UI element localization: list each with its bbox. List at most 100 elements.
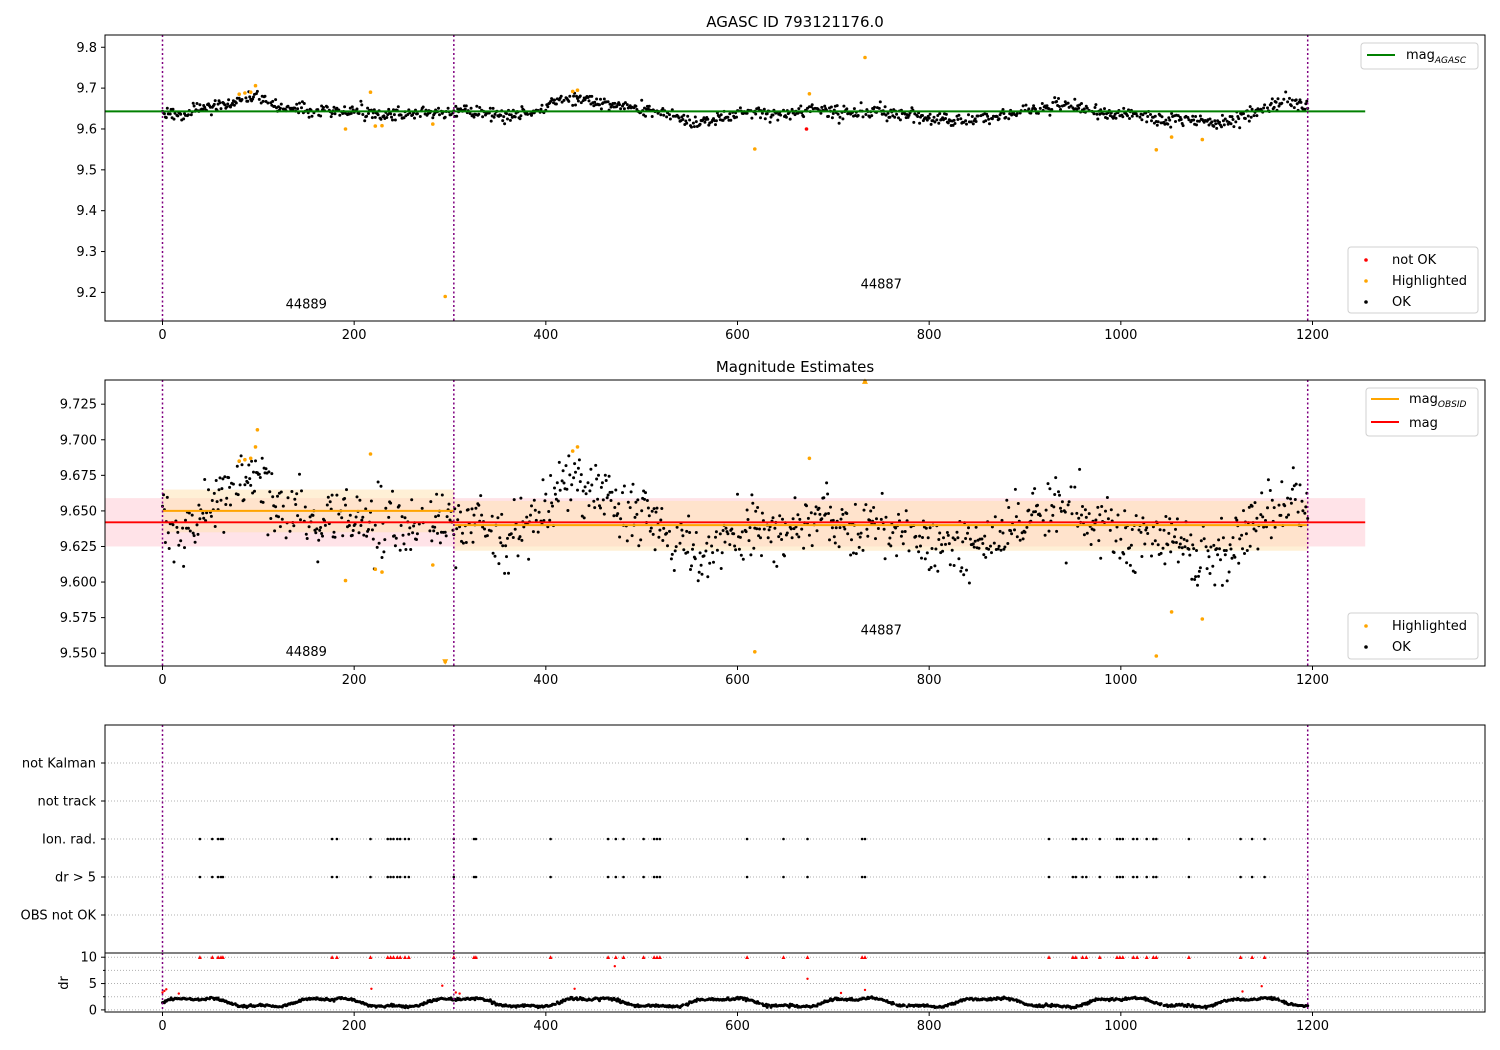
ok-point bbox=[260, 456, 264, 460]
dr-clipped-marker bbox=[863, 955, 867, 959]
ok-point bbox=[593, 100, 597, 104]
highlighted-point bbox=[807, 92, 812, 96]
flag-point bbox=[1074, 837, 1078, 841]
dr-point bbox=[1110, 996, 1114, 1000]
ok-point bbox=[1301, 509, 1305, 513]
ok-point bbox=[575, 94, 578, 98]
ok-point bbox=[685, 529, 689, 533]
ok-point bbox=[1140, 118, 1144, 122]
ok-point bbox=[444, 534, 448, 538]
ok-point bbox=[629, 490, 633, 494]
ok-point bbox=[873, 105, 876, 109]
ok-point bbox=[831, 112, 835, 115]
dr-clipped-marker bbox=[330, 955, 335, 959]
ok-point bbox=[857, 545, 861, 549]
ok-point bbox=[286, 496, 290, 500]
ok-point bbox=[990, 551, 993, 555]
ok-point bbox=[623, 101, 627, 105]
ok-point bbox=[1082, 533, 1086, 537]
ok-point bbox=[576, 488, 579, 492]
ok-point bbox=[300, 100, 304, 104]
ok-point bbox=[1130, 114, 1134, 118]
ok-point bbox=[1164, 118, 1168, 122]
ok-point bbox=[666, 544, 669, 548]
ok-point bbox=[320, 532, 324, 535]
ok-point bbox=[1038, 106, 1042, 110]
ok-point bbox=[880, 491, 884, 495]
ok-point bbox=[688, 531, 692, 534]
ok-point bbox=[956, 536, 960, 540]
ok-point bbox=[888, 536, 892, 540]
flag-point bbox=[369, 875, 372, 879]
ok-point bbox=[959, 569, 963, 573]
ok-point bbox=[329, 507, 333, 511]
dr-point bbox=[1159, 1002, 1163, 1006]
highlighted-point bbox=[807, 456, 812, 461]
ok-point bbox=[898, 118, 902, 122]
ok-point bbox=[1069, 104, 1073, 108]
ok-point bbox=[526, 112, 530, 116]
ok-point bbox=[668, 113, 671, 117]
highlighted-point bbox=[575, 445, 580, 449]
ok-point bbox=[858, 535, 862, 539]
dr-clipped-marker bbox=[1151, 955, 1156, 959]
ok-point bbox=[561, 469, 565, 473]
panel3-points bbox=[198, 837, 1266, 879]
ok-point bbox=[852, 107, 856, 111]
ok-point bbox=[1238, 537, 1242, 541]
ok-point bbox=[520, 105, 524, 109]
ok-point bbox=[525, 515, 529, 519]
panel1-scatter-legend-box bbox=[1347, 246, 1479, 314]
ok-point bbox=[1027, 107, 1031, 111]
ok-point bbox=[393, 544, 397, 548]
ok-point bbox=[827, 114, 830, 118]
ok-point bbox=[1293, 498, 1297, 501]
legend-not-ok-marker bbox=[1364, 258, 1368, 262]
ok-point bbox=[196, 532, 200, 536]
dr-clipped-marker bbox=[613, 955, 618, 959]
flag-point bbox=[211, 875, 214, 879]
ok-point bbox=[956, 118, 960, 121]
ok-point bbox=[1238, 126, 1242, 130]
ok-point bbox=[421, 105, 425, 109]
ok-point bbox=[805, 504, 808, 508]
ok-point bbox=[401, 533, 405, 537]
ok-point bbox=[1046, 482, 1050, 486]
ok-point bbox=[263, 94, 267, 98]
ok-point bbox=[1286, 100, 1290, 104]
ok-point bbox=[1280, 480, 1284, 484]
ok-point bbox=[226, 102, 230, 106]
ok-point bbox=[519, 114, 523, 118]
ok-point bbox=[1168, 118, 1172, 122]
dr-clipped-marker bbox=[1047, 955, 1051, 959]
ok-point bbox=[973, 117, 977, 121]
ok-point bbox=[231, 482, 235, 486]
ok-point bbox=[252, 95, 255, 99]
ok-point bbox=[562, 98, 566, 102]
ok-point bbox=[506, 117, 509, 121]
ok-point bbox=[302, 102, 306, 105]
ok-point bbox=[884, 113, 888, 117]
ok-point bbox=[1306, 517, 1310, 520]
dr-clipped-marker bbox=[621, 955, 626, 959]
ok-point bbox=[307, 115, 311, 119]
ok-point bbox=[899, 534, 903, 538]
ok-point bbox=[921, 114, 924, 117]
ok-point bbox=[202, 516, 206, 520]
ok-point bbox=[1181, 124, 1185, 128]
ok-point bbox=[597, 473, 600, 477]
ok-point bbox=[520, 538, 524, 542]
ok-point bbox=[509, 113, 513, 117]
ok-point bbox=[236, 493, 240, 497]
ok-point bbox=[186, 526, 190, 530]
ok-point bbox=[430, 539, 434, 543]
ok-point bbox=[603, 473, 607, 477]
ok-point bbox=[490, 514, 494, 518]
ok-point bbox=[1249, 115, 1253, 119]
highlighted-point bbox=[373, 567, 378, 571]
ok-point bbox=[307, 525, 311, 529]
ok-point bbox=[1199, 539, 1203, 543]
